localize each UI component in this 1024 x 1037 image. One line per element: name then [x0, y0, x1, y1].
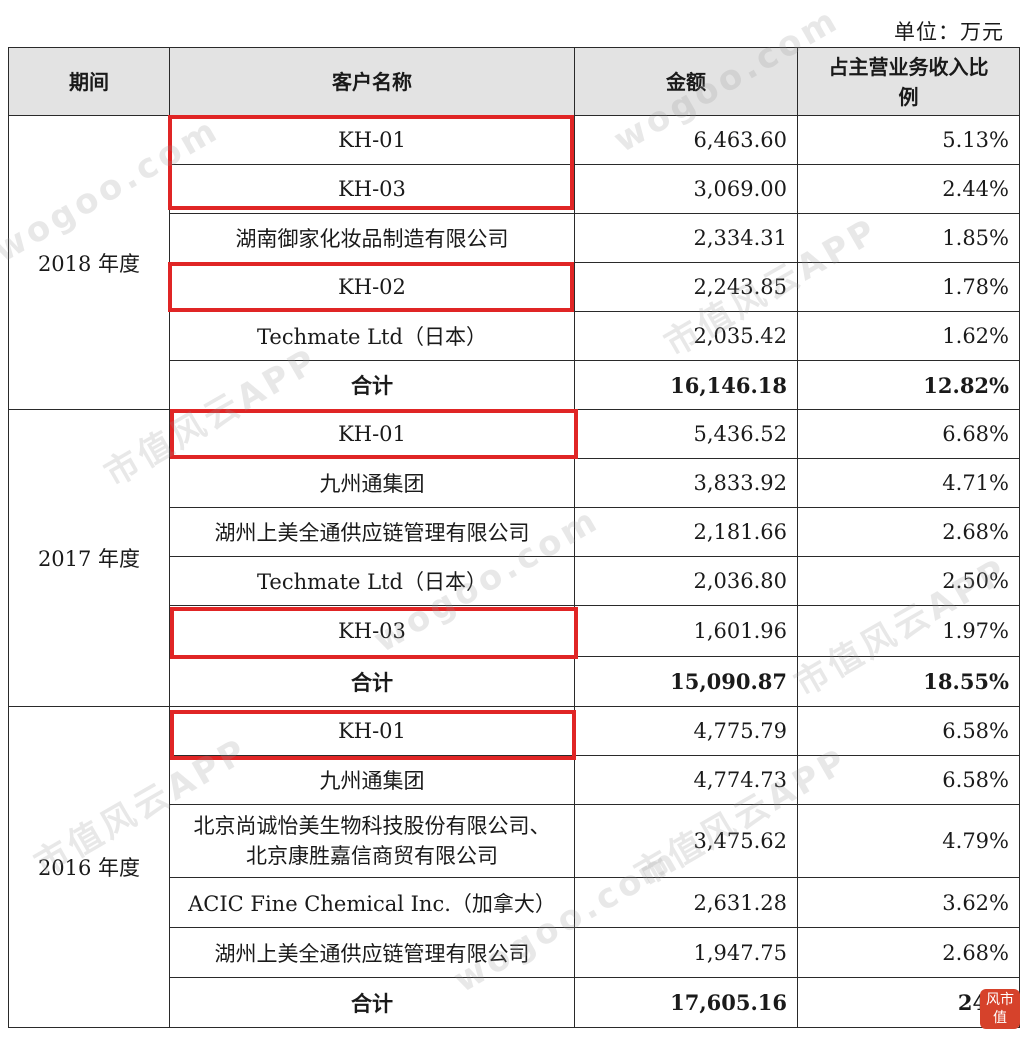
total-amount: 17,605.16	[574, 977, 798, 1028]
header-amount: 金额	[574, 47, 798, 116]
ratio-cell: 2.50%	[797, 556, 1020, 606]
total-amount: 16,146.18	[574, 360, 798, 410]
amount-cell: 1,601.96	[574, 605, 798, 657]
amount-cell: 4,774.73	[574, 755, 798, 805]
customer-cell: ACIC Fine Chemical Inc.（加拿大）	[169, 877, 575, 928]
table-row: 2017 年度 KH-01 5,436.52 6.68%	[8, 409, 1020, 707]
unit-label: 单位：万元	[894, 20, 1004, 44]
header-row: 期间 客户名称 金额 占主营业务收入比例	[8, 47, 1020, 116]
ratio-cell: 2.68%	[797, 927, 1020, 978]
customer-cell: 九州通集团	[169, 458, 575, 508]
customer-cell: 九州通集团	[169, 755, 575, 805]
ratio-cell: 2.68%	[797, 507, 1020, 557]
ratio-cell: 1.97%	[797, 605, 1020, 657]
customer-cell: KH-03	[169, 605, 575, 657]
table-row: KH-03 1,601.96 1.97%	[9, 605, 1020, 657]
ratio-cell: 6.68%	[797, 409, 1020, 459]
total-ratio: 12.82%	[797, 360, 1020, 410]
customer-revenue-table: 期间 客户名称 金额 占主营业务收入比例 2018 年度 KH-01 6,463…	[8, 47, 1020, 1028]
header-period: 期间	[8, 47, 170, 116]
customer-cell: KH-01	[169, 409, 575, 459]
table-row: 2018 年度 KH-01 6,463.60 5.13%	[8, 115, 1020, 410]
amount-cell: 2,181.66	[574, 507, 798, 557]
amount-cell: 3,069.00	[574, 164, 798, 214]
customer-cell: 湖州上美全通供应链管理有限公司	[169, 507, 575, 557]
customer-cell: KH-03	[169, 164, 575, 214]
ratio-cell: 4.79%	[797, 804, 1020, 878]
total-row: 合计 17,605.16 24.2	[9, 977, 1020, 1028]
table-row: Techmate Ltd（日本） 2,035.42 1.62%	[9, 311, 1020, 361]
amount-cell: 2,036.80	[574, 556, 798, 606]
customer-cell: 北京尚诚怡美生物科技股份有限公司、北京康胜嘉信商贸有限公司	[169, 804, 575, 878]
total-amount: 15,090.87	[574, 656, 798, 707]
customer-cell: 湖州上美全通供应链管理有限公司	[169, 927, 575, 978]
table-row: ACIC Fine Chemical Inc.（加拿大） 2,631.28 3.…	[9, 877, 1020, 928]
ratio-cell: 1.78%	[797, 262, 1020, 312]
customer-cell: KH-01	[169, 115, 575, 165]
ratio-cell: 4.71%	[797, 458, 1020, 508]
ratio-cell: 2.44%	[797, 164, 1020, 214]
period-cell: 2016 年度	[8, 706, 170, 1028]
customer-cell: KH-01	[169, 706, 575, 756]
header-customer: 客户名称	[169, 47, 575, 116]
customer-cell: KH-02	[169, 262, 575, 312]
app-logo: 风市值	[980, 989, 1020, 1029]
amount-cell: 2,631.28	[574, 877, 798, 928]
period-cell: 2018 年度	[8, 115, 170, 410]
amount-cell: 4,775.79	[574, 706, 798, 756]
total-ratio: 18.55%	[797, 656, 1020, 707]
customer-cell: Techmate Ltd（日本）	[169, 556, 575, 606]
amount-cell: 2,035.42	[574, 311, 798, 361]
table-row: KH-03 3,069.00 2.44%	[9, 164, 1020, 214]
amount-cell: 5,436.52	[574, 409, 798, 459]
total-row: 合计 16,146.18 12.82%	[9, 360, 1020, 410]
table-row: 湖州上美全通供应链管理有限公司 2,181.66 2.68%	[9, 507, 1020, 557]
amount-cell: 2,334.31	[574, 213, 798, 263]
ratio-cell: 5.13%	[797, 115, 1020, 165]
ratio-cell: 6.58%	[797, 755, 1020, 805]
ratio-cell: 3.62%	[797, 877, 1020, 928]
ratio-cell: 1.62%	[797, 311, 1020, 361]
amount-cell: 1,947.75	[574, 927, 798, 978]
customer-cell: 湖南御家化妆品制造有限公司	[169, 213, 575, 263]
table-row: 2016 年度 KH-01 4,775.79 6.58%	[8, 706, 1020, 1028]
ratio-cell: 6.58%	[797, 706, 1020, 756]
total-label: 合计	[169, 656, 575, 707]
total-label: 合计	[169, 977, 575, 1028]
period-cell: 2017 年度	[8, 409, 170, 707]
customer-cell: Techmate Ltd（日本）	[169, 311, 575, 361]
amount-cell: 3,475.62	[574, 804, 798, 878]
ratio-cell: 1.85%	[797, 213, 1020, 263]
amount-cell: 2,243.85	[574, 262, 798, 312]
table-row: Techmate Ltd（日本） 2,036.80 2.50%	[9, 556, 1020, 606]
table-row: 九州通集团 4,774.73 6.58%	[9, 755, 1020, 805]
total-label: 合计	[169, 360, 575, 410]
amount-cell: 6,463.60	[574, 115, 798, 165]
table-row: 九州通集团 3,833.92 4.71%	[9, 458, 1020, 508]
amount-cell: 3,833.92	[574, 458, 798, 508]
header-ratio: 占主营业务收入比例	[797, 47, 1020, 116]
